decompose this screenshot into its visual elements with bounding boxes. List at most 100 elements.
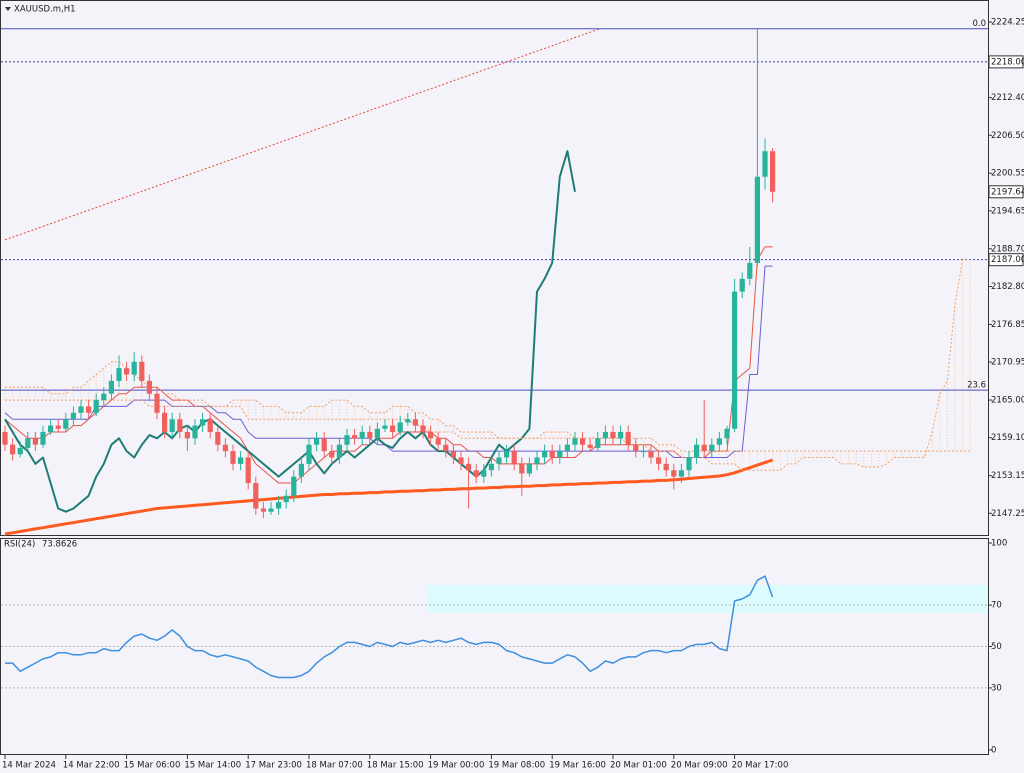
candle-body — [146, 380, 152, 394]
candle-body — [222, 444, 228, 452]
candle-body — [466, 463, 472, 471]
candle-body — [276, 502, 282, 509]
candle-body — [519, 463, 525, 474]
rsi-tick-label: 50 — [991, 642, 1002, 652]
candle-body — [162, 412, 168, 432]
y-tick-label: 2212.40 — [991, 93, 1024, 103]
candle-body — [610, 431, 616, 439]
candle-body — [511, 451, 517, 464]
candle-body — [405, 419, 411, 423]
candle-body — [336, 444, 342, 458]
level-label: 2187.00 — [991, 255, 1024, 265]
candle-body — [10, 444, 16, 455]
candle-body — [108, 380, 114, 394]
trendline — [4, 28, 601, 241]
level-box — [988, 55, 1024, 69]
candle-body — [207, 419, 213, 432]
y-tick-label: 2147.25 — [991, 509, 1024, 519]
candle-body — [428, 431, 434, 439]
x-tick-label: 20 Mar 01:00 — [610, 761, 667, 771]
price-pane — [0, 0, 989, 536]
candle-body — [367, 431, 373, 439]
x-tick-label: 18 Mar 15:00 — [367, 761, 424, 771]
candle-body — [192, 425, 198, 439]
candle-body — [268, 508, 274, 512]
candle-body — [48, 425, 54, 432]
candle-body — [55, 425, 61, 429]
candle-body — [709, 444, 715, 452]
rsi-label: RSI(24) — [4, 540, 35, 550]
candle-body — [17, 447, 23, 455]
x-tick-label: 14 Mar 2024 — [2, 761, 56, 771]
candle-body — [724, 428, 730, 439]
candle-body — [633, 444, 639, 452]
y-tick-label: 2165.00 — [991, 396, 1024, 406]
span_b-line — [5, 399, 971, 452]
candle-body — [124, 368, 130, 375]
candle-body — [154, 393, 160, 413]
candle-body — [716, 438, 722, 445]
menu-arrow[interactable] — [5, 7, 11, 11]
candle-body — [618, 431, 624, 439]
candle-body — [139, 361, 145, 381]
candle-body — [473, 470, 479, 477]
candle-body — [397, 422, 403, 432]
candle-body — [25, 438, 31, 448]
candle-body — [63, 419, 69, 429]
candle-body — [184, 431, 190, 439]
rsi-tick-label: 0 — [991, 746, 996, 756]
y-tick-label: 2176.85 — [991, 320, 1024, 330]
candle-body — [260, 508, 266, 512]
candle-body — [2, 431, 8, 445]
chikou-line — [4, 150, 576, 513]
candle-body — [215, 431, 221, 445]
level-box — [988, 253, 1024, 267]
candle-body — [32, 438, 38, 445]
candle-body — [747, 262, 753, 279]
candle-body — [625, 431, 631, 445]
candle-body — [101, 393, 107, 401]
candle-body — [602, 431, 608, 439]
candle-body — [526, 463, 532, 474]
fib-label: 0.0 — [972, 19, 986, 29]
candle-body — [70, 412, 76, 420]
candle-body — [283, 495, 289, 503]
candle-body — [93, 400, 99, 413]
candle-body — [230, 451, 236, 464]
candle-body — [78, 406, 84, 413]
candle-body — [564, 444, 570, 452]
level-label: 2218.00 — [991, 57, 1024, 67]
candle-body — [40, 431, 46, 445]
candle-body — [686, 457, 692, 471]
candle-body — [298, 463, 304, 477]
candle-body — [481, 470, 487, 477]
candle-body — [542, 451, 548, 458]
candle-body — [458, 457, 464, 464]
candle-body — [177, 419, 183, 432]
plot: 2224.25 2212.40 2206.50 2200.55 2194.65 2188.… — [1, 18, 1024, 771]
candle-body — [549, 451, 555, 458]
candle-body — [678, 470, 684, 477]
price-box — [988, 185, 1024, 199]
candle-body — [595, 438, 601, 448]
candle-body — [640, 451, 646, 453]
candle-body — [131, 361, 137, 375]
y-tick-label: 2182.80 — [991, 282, 1024, 292]
y-tick-label: 2194.65 — [991, 206, 1024, 216]
x-tick-label: 17 Mar 23:00 — [245, 761, 302, 771]
x-tick-label: 14 Mar 22:00 — [63, 761, 120, 771]
x-tick-label: 15 Mar 06:00 — [124, 761, 181, 771]
y-tick-label: 2200.55 — [991, 169, 1024, 179]
candle-body — [314, 438, 320, 445]
candle-body — [306, 444, 312, 464]
candle-body — [580, 438, 586, 445]
candle-body — [557, 451, 563, 458]
candle-body — [701, 444, 707, 452]
candle-body — [321, 438, 327, 452]
x-tick-label: 18 Mar 07:00 — [306, 761, 363, 771]
candle-body — [291, 476, 297, 496]
rsi-tick-label: 30 — [991, 683, 1002, 693]
y-tick-label: 2224.25 — [991, 18, 1024, 28]
candle-body — [648, 451, 654, 458]
